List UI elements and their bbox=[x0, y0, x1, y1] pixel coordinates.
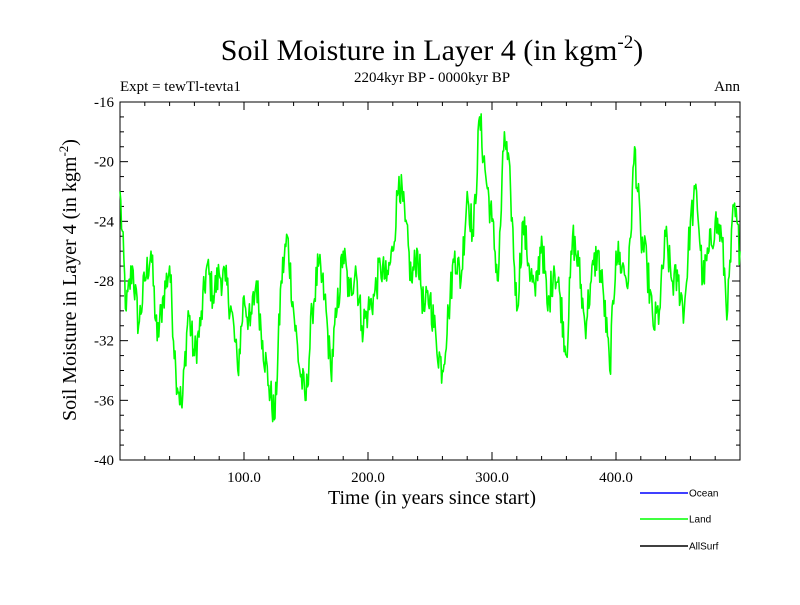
legend-label-allsurf: AllSurf bbox=[689, 542, 719, 553]
y-tick-label: -32 bbox=[94, 334, 114, 350]
x-tick-label: 200.0 bbox=[351, 470, 385, 486]
legend-label-land: Land bbox=[689, 515, 711, 526]
y-axis-label: Soil Moisture in Layer 4 (in kgm-2) bbox=[56, 139, 81, 421]
y-tick-label: -36 bbox=[94, 393, 114, 409]
x-tick-label: 100.0 bbox=[227, 470, 261, 486]
y-tick-label: -40 bbox=[94, 453, 114, 469]
y-tick-label: -24 bbox=[94, 214, 114, 230]
y-axis-label-suffix: ) bbox=[59, 139, 81, 146]
y-axis-label-superscript: -2 bbox=[56, 146, 71, 157]
y-tick-label: -28 bbox=[94, 274, 114, 290]
legend: Ocean Land AllSurf bbox=[640, 489, 719, 553]
x-axis-label: Time (in years since start) bbox=[328, 487, 536, 509]
chart-title: Soil Moisture in Layer 4 (in kgm-2) bbox=[221, 32, 643, 67]
x-axis-ticks: 100.0 200.0 300.0 400.0 bbox=[144, 102, 716, 486]
experiment-label: Expt = tewTl-tevta1 bbox=[120, 79, 241, 95]
y-tick-label: -16 bbox=[94, 95, 114, 111]
chart-title-text: Soil Moisture in Layer 4 (in kgm bbox=[221, 34, 618, 67]
series-line-land bbox=[119, 113, 741, 423]
chart-subtitle: 2204kyr BP - 0000kyr BP bbox=[354, 70, 510, 86]
season-label: Ann bbox=[714, 79, 740, 95]
legend-label-ocean: Ocean bbox=[689, 489, 718, 500]
chart-title-suffix: ) bbox=[633, 34, 643, 67]
y-tick-label: -20 bbox=[94, 155, 114, 171]
series-group bbox=[119, 113, 741, 423]
y-axis-label-text: Soil Moisture in Layer 4 (in kgm bbox=[59, 156, 81, 421]
x-tick-label: 400.0 bbox=[599, 470, 633, 486]
chart-title-superscript: -2 bbox=[617, 32, 633, 53]
x-tick-label: 300.0 bbox=[475, 470, 509, 486]
y-axis-ticks: -16 -20 -24 -28 -32 -36 -40 bbox=[94, 95, 740, 469]
